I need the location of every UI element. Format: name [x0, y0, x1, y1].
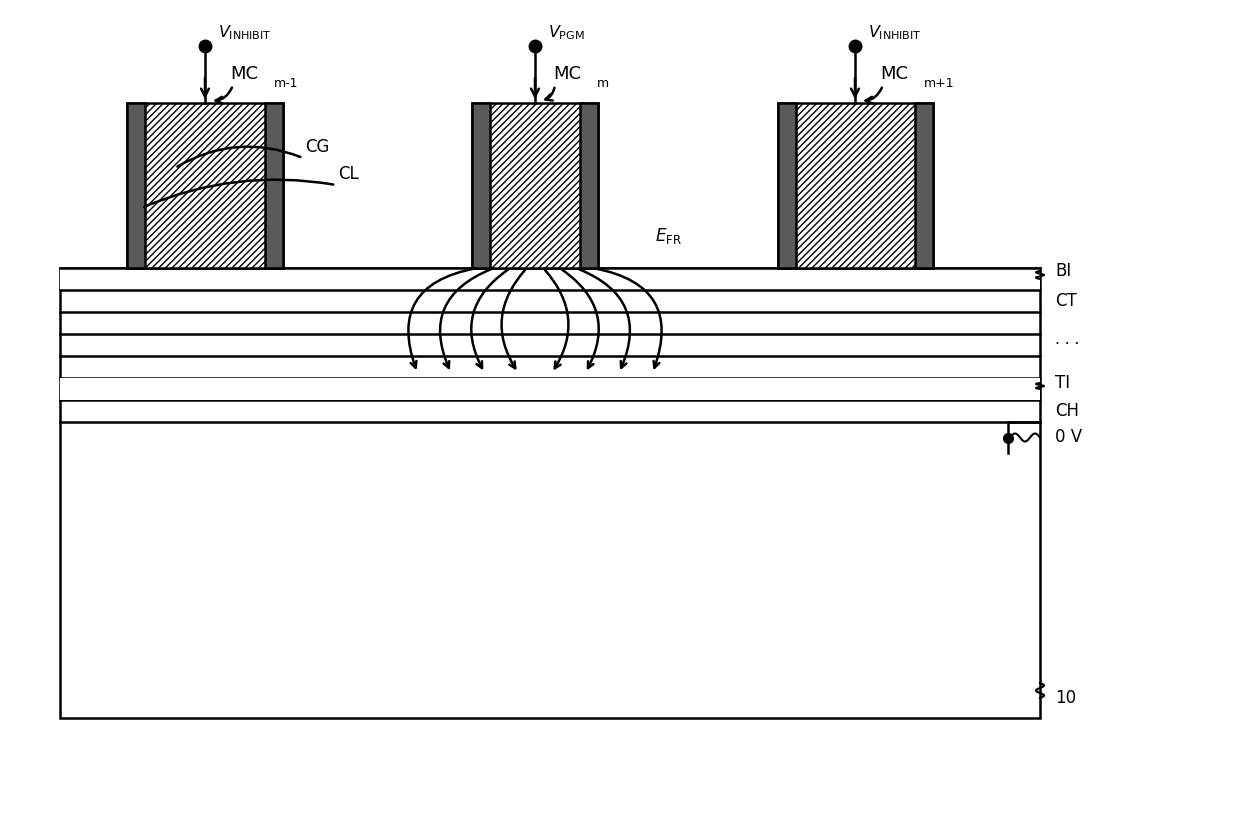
FancyArrowPatch shape: [562, 270, 599, 368]
FancyArrowPatch shape: [546, 88, 554, 101]
Bar: [128, 103, 145, 268]
FancyArrowPatch shape: [408, 268, 475, 368]
Bar: [777, 103, 932, 268]
Text: MC: MC: [553, 65, 582, 83]
Text: 0 V: 0 V: [1055, 429, 1083, 447]
Text: $E_{\mathregular{FR}}$: $E_{\mathregular{FR}}$: [655, 226, 682, 246]
FancyArrowPatch shape: [471, 270, 508, 368]
Text: MC: MC: [229, 65, 258, 83]
Text: $V_{\mathregular{PGM}}$: $V_{\mathregular{PGM}}$: [548, 23, 585, 42]
Bar: [472, 103, 598, 268]
FancyArrowPatch shape: [546, 270, 568, 368]
Text: CT: CT: [1055, 292, 1076, 310]
Bar: [128, 103, 283, 268]
Text: 10: 10: [1055, 689, 1076, 707]
FancyArrowPatch shape: [144, 180, 334, 207]
Bar: [472, 103, 491, 268]
FancyArrowPatch shape: [866, 88, 882, 103]
FancyArrowPatch shape: [216, 88, 232, 103]
Text: CG: CG: [305, 138, 330, 156]
FancyArrowPatch shape: [440, 269, 491, 368]
Bar: [264, 103, 283, 268]
Text: CL: CL: [339, 165, 358, 183]
Bar: [777, 103, 796, 268]
FancyArrowPatch shape: [177, 146, 300, 167]
FancyArrowPatch shape: [595, 268, 662, 368]
Text: · · ·: · · ·: [1055, 338, 1079, 353]
Bar: [915, 103, 932, 268]
Bar: [60, 268, 1040, 718]
FancyArrowPatch shape: [501, 270, 525, 368]
Bar: [60, 268, 1040, 290]
Text: BI: BI: [1055, 262, 1071, 280]
Text: TI: TI: [1055, 374, 1070, 392]
Text: m-1: m-1: [274, 77, 299, 90]
Text: $V_{\mathregular{INHIBIT}}$: $V_{\mathregular{INHIBIT}}$: [218, 23, 272, 42]
Text: $V_{\mathregular{INHIBIT}}$: $V_{\mathregular{INHIBIT}}$: [868, 23, 921, 42]
Bar: [579, 103, 598, 268]
Text: MC: MC: [880, 65, 908, 83]
Text: CH: CH: [1055, 402, 1079, 420]
Text: m+1: m+1: [924, 77, 955, 90]
Bar: [60, 378, 1040, 400]
FancyArrowPatch shape: [579, 269, 630, 368]
Text: m: m: [596, 77, 609, 90]
